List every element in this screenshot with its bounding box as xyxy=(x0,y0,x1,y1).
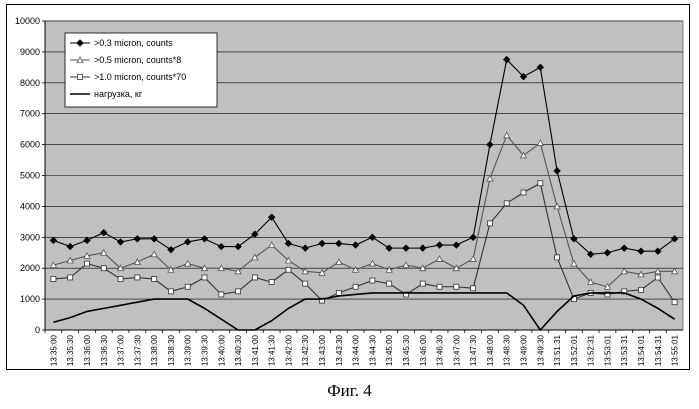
x-tick-label: 13:40:00 xyxy=(217,334,226,366)
x-tick-label: 13:37:30 xyxy=(133,334,142,366)
y-tick-label: 10000 xyxy=(15,16,40,26)
x-tick-label: 13:35:00 xyxy=(49,334,58,366)
x-tick-label: 13:49:30 xyxy=(536,334,545,366)
x-tick-label: 13:41:30 xyxy=(268,334,277,366)
x-tick-label: 13:46:30 xyxy=(436,334,445,366)
x-tick-label: 13:47:30 xyxy=(469,334,478,366)
x-tick-label: 13:35:30 xyxy=(66,334,75,366)
x-tick-label: 13:48:30 xyxy=(503,334,512,366)
y-tick-label: 1000 xyxy=(20,294,40,304)
x-tick-label: 13:38:00 xyxy=(150,334,159,366)
data-point xyxy=(420,281,425,286)
data-point xyxy=(135,275,140,280)
y-tick-label: 6000 xyxy=(20,140,40,150)
data-point xyxy=(286,267,291,272)
data-point xyxy=(78,75,83,80)
legend: >0.3 micron, counts >0.5 micron, counts*8… xyxy=(65,33,217,107)
data-point xyxy=(639,287,644,292)
data-point xyxy=(168,289,173,294)
data-point xyxy=(84,261,89,266)
legend-label: >0.5 micron, counts*8 xyxy=(94,55,181,65)
line-chart: 0 1000 2000 3000 4000 5000 6000 7000 8000 9000 100… xyxy=(7,5,691,371)
y-tick-label: 3000 xyxy=(20,232,40,242)
x-tick-label: 13:44:00 xyxy=(352,334,361,366)
x-tick-label: 13:41:00 xyxy=(251,334,260,366)
data-point xyxy=(538,181,543,186)
data-point xyxy=(555,255,560,260)
y-tick-label: 4000 xyxy=(20,201,40,211)
x-tick-label: 13:51:31 xyxy=(553,334,562,366)
x-tick-label: 13:48:00 xyxy=(486,334,495,366)
y-tick-label: 5000 xyxy=(20,171,40,181)
data-point xyxy=(353,284,358,289)
data-point xyxy=(487,221,492,226)
data-point xyxy=(252,275,257,280)
y-tick-label: 8000 xyxy=(20,78,40,88)
x-tick-label: 13:49:00 xyxy=(520,334,529,366)
data-point xyxy=(202,275,207,280)
y-tick-label: 7000 xyxy=(20,109,40,119)
x-tick-label: 13:53:31 xyxy=(620,334,629,366)
legend-label: >1.0 micron, counts*70 xyxy=(94,72,186,82)
data-point xyxy=(219,292,224,297)
data-point xyxy=(655,275,660,280)
x-tick-label: 13:39:30 xyxy=(201,334,210,366)
y-tick-label: 9000 xyxy=(20,47,40,57)
data-point xyxy=(336,290,341,295)
y-tick-label: 0 xyxy=(35,325,40,335)
x-tick-label: 13:55:01 xyxy=(671,334,680,366)
data-point xyxy=(303,281,308,286)
x-tick-label: 13:42:00 xyxy=(284,334,293,366)
x-axis: 13:35:00 13:35:30 13:36:00 13:36:30 13:37:00… xyxy=(45,330,683,366)
data-point xyxy=(185,284,190,289)
y-tick-label: 2000 xyxy=(20,263,40,273)
figure-caption: Фиг. 4 xyxy=(0,381,699,401)
x-tick-label: 13:37:00 xyxy=(117,334,126,366)
x-tick-label: 13:42:30 xyxy=(301,334,310,366)
y-axis: 0 1000 2000 3000 4000 5000 6000 7000 8000 9000 100… xyxy=(15,16,45,335)
x-tick-label: 13:43:30 xyxy=(335,334,344,366)
x-tick-label: 13:36:00 xyxy=(83,334,92,366)
data-point xyxy=(68,275,73,280)
x-tick-label: 13:54:31 xyxy=(654,334,663,366)
data-point xyxy=(370,278,375,283)
x-tick-label: 13:52:31 xyxy=(587,334,596,366)
x-tick-label: 13:53:01 xyxy=(603,334,612,366)
x-tick-label: 13:45:30 xyxy=(402,334,411,366)
data-point xyxy=(51,277,56,282)
x-tick-label: 13:54:01 xyxy=(637,334,646,366)
data-point xyxy=(521,190,526,195)
data-point xyxy=(101,266,106,271)
x-tick-label: 13:36:30 xyxy=(100,334,109,366)
data-point xyxy=(152,277,157,282)
data-point xyxy=(471,286,476,291)
x-tick-label: 13:39:00 xyxy=(184,334,193,366)
data-point xyxy=(454,284,459,289)
data-point xyxy=(387,281,392,286)
x-tick-label: 13:52:01 xyxy=(570,334,579,366)
legend-label: >0.3 micron, counts xyxy=(94,38,173,48)
data-point xyxy=(236,289,241,294)
x-tick-label: 13:38:30 xyxy=(167,334,176,366)
x-tick-label: 13:45:00 xyxy=(385,334,394,366)
x-tick-label: 13:44:30 xyxy=(368,334,377,366)
data-point xyxy=(437,284,442,289)
data-point xyxy=(672,300,677,305)
x-tick-label: 13:43:00 xyxy=(318,334,327,366)
x-tick-label: 13:46:00 xyxy=(419,334,428,366)
x-tick-label: 13:40:30 xyxy=(234,334,243,366)
data-point xyxy=(269,280,274,285)
chart-frame: 0 1000 2000 3000 4000 5000 6000 7000 8000 9000 100… xyxy=(6,4,690,370)
data-point xyxy=(118,277,123,282)
data-point xyxy=(504,201,509,206)
legend-label: нагрузка, кг xyxy=(94,89,143,99)
x-tick-label: 13:47:00 xyxy=(452,334,461,366)
